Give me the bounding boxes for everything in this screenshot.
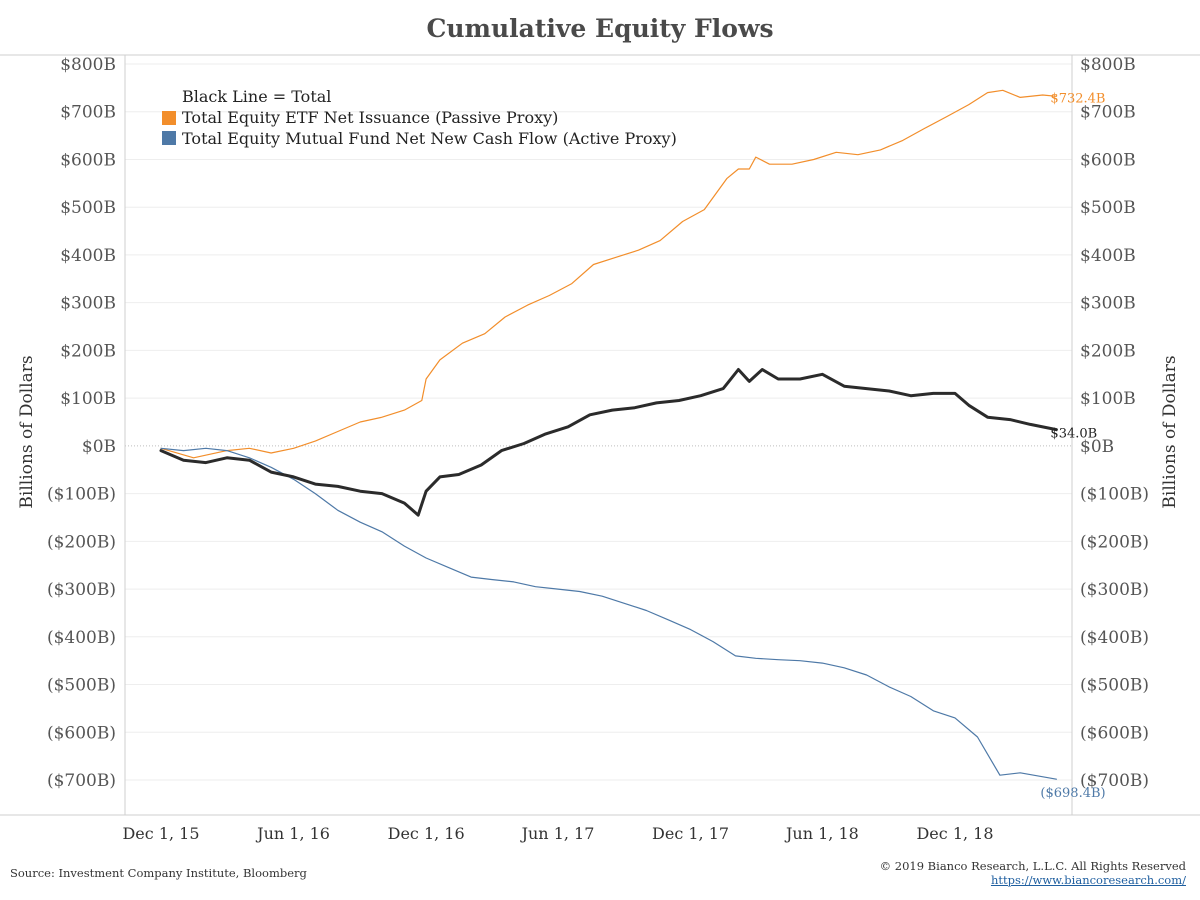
x-tick-label: Jun 1, 17 <box>520 824 595 843</box>
y-tick-label-right: $700B <box>1080 103 1136 123</box>
y-tick-label-left: ($300B) <box>47 580 116 600</box>
y-tick-label-right: $100B <box>1080 389 1136 409</box>
y-tick-label-right: $300B <box>1080 294 1136 314</box>
y-tick-label-left: $100B <box>60 389 116 409</box>
y-tick-label-left: ($200B) <box>47 532 116 552</box>
y-tick-label-left: $800B <box>60 55 116 75</box>
y-tick-label-right: ($700B) <box>1080 771 1149 791</box>
y-axis-right: $800B $700B $600B $500B $400B $300B $200B $100B… <box>1080 55 1149 791</box>
y-tick-label-right: $0B <box>1080 437 1114 457</box>
y-tick-label-left: ($700B) <box>47 771 116 791</box>
y-tick-label-right: $800B <box>1080 55 1136 75</box>
x-tick-label: Jun 1, 18 <box>784 824 859 843</box>
legend-heading: Black Line = Total <box>182 87 331 106</box>
legend: Black Line = Total Total Equity ETF Net … <box>162 87 677 148</box>
y-tick-label-right: ($500B) <box>1080 676 1149 696</box>
x-tick-label: Dec 1, 15 <box>122 824 199 843</box>
y-tick-label-left: ($600B) <box>47 723 116 743</box>
series-lines <box>159 89 1058 780</box>
series-line-etf <box>160 89 1057 459</box>
series-line-total <box>159 368 1058 517</box>
y-tick-label-left: ($400B) <box>47 628 116 648</box>
x-tick-label: Dec 1, 16 <box>388 824 465 843</box>
legend-label-mutual: Total Equity Mutual Fund Net New Cash Fl… <box>182 129 677 148</box>
end-label-etf: $732.4B <box>1050 91 1105 106</box>
y-axis-left: $800B $700B $600B $500B $400B $300B $200B $100B… <box>47 55 116 791</box>
y-tick-label-left: $400B <box>60 246 116 266</box>
y-tick-label-right: ($600B) <box>1080 723 1149 743</box>
y-tick-label-left: $300B <box>60 294 116 314</box>
end-labels: $732.4B ($698.4B) $34.0B <box>1040 91 1105 801</box>
y-tick-label-right: $200B <box>1080 341 1136 361</box>
legend-swatch-etf <box>162 111 176 125</box>
legend-swatch-mutual <box>162 131 176 145</box>
x-axis: Dec 1, 15 Jun 1, 16 Dec 1, 16 Jun 1, 17 Dec … <box>122 824 993 843</box>
y-tick-label-left: $600B <box>60 150 116 170</box>
source-note: Source: Investment Company Institute, Bl… <box>10 866 307 880</box>
end-label-mutual: ($698.4B) <box>1040 786 1105 801</box>
copyright-note: © 2019 Bianco Research, L.L.C. All Right… <box>879 859 1186 873</box>
y-tick-label-right: $600B <box>1080 150 1136 170</box>
x-tick-label: Jun 1, 16 <box>255 824 330 843</box>
y-tick-label-left: $700B <box>60 103 116 123</box>
chart-title: Cumulative Equity Flows <box>426 14 774 43</box>
y-tick-label-right: ($400B) <box>1080 628 1149 648</box>
x-tick-label: Dec 1, 18 <box>916 824 993 843</box>
y-axis-label-right: Billions of Dollars <box>1160 355 1180 508</box>
y-tick-label-left: $200B <box>60 341 116 361</box>
y-tick-label-left: $500B <box>60 198 116 218</box>
end-label-total: $34.0B <box>1050 427 1097 442</box>
series-line-mutual <box>160 447 1057 780</box>
grid-lines <box>125 63 1072 781</box>
legend-label-etf: Total Equity ETF Net Issuance (Passive P… <box>182 108 558 127</box>
y-tick-label-right: ($300B) <box>1080 580 1149 600</box>
axes <box>0 54 1200 816</box>
y-tick-label-left: $0B <box>82 437 116 457</box>
y-tick-label-left: ($100B) <box>47 485 116 505</box>
y-tick-label-right: ($100B) <box>1080 485 1149 505</box>
y-tick-label-right: ($200B) <box>1080 532 1149 552</box>
y-tick-label-left: ($500B) <box>47 676 116 696</box>
y-axis-label-left: Billions of Dollars <box>17 355 37 508</box>
website-link[interactable]: https://www.biancoresearch.com/ <box>990 873 1186 887</box>
x-tick-label: Dec 1, 17 <box>652 824 729 843</box>
y-tick-label-right: $500B <box>1080 198 1136 218</box>
y-tick-label-right: $400B <box>1080 246 1136 266</box>
